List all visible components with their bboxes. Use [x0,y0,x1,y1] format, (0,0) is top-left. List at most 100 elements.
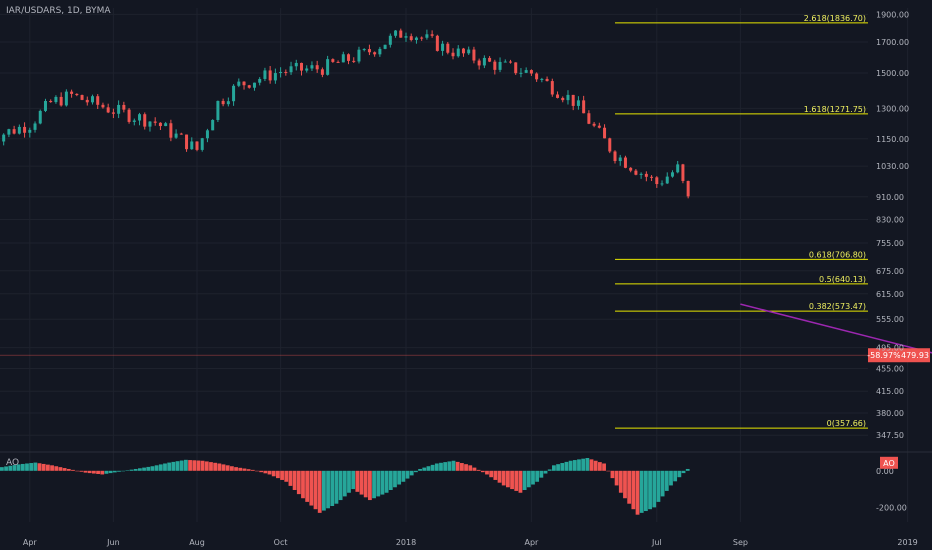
candle-body [519,72,523,74]
ao-bar [585,458,590,471]
candle-body [529,70,533,74]
candle-body [326,59,330,75]
ao-bar [673,470,678,482]
ao-bar [133,468,138,471]
time-tick-label: 2018 [396,538,416,547]
ao-tick-label: 0.00 [876,467,894,476]
ao-bar [271,470,276,477]
candle-body [482,57,486,66]
candle-body [373,52,377,55]
price-tick-label: 910.00 [876,193,904,202]
candle-body [2,134,6,142]
ao-bar [355,470,360,492]
time-tick-label: Jul [651,538,662,547]
ao-bar [547,469,552,471]
ao-bar [301,470,305,499]
ao-bar [334,470,339,504]
ao-bar [514,470,519,491]
ao-bar [347,470,351,493]
ao-bar [54,466,59,471]
price-tick-label: 755.00 [876,239,904,248]
candle-body [273,73,277,81]
candle-body [629,167,633,171]
ao-bar [104,470,109,474]
ao-bar [476,469,481,471]
ao-bar [75,470,80,472]
fib-label: 1.618(1271.75) [804,105,866,114]
ao-bar [263,470,268,474]
price-tick-label: 1300.00 [876,104,909,113]
candle-body [613,151,617,162]
candle-body [305,68,309,71]
ao-bar [163,463,167,471]
ao-bar [276,470,280,479]
candle-body [582,100,586,114]
ao-bar [405,470,410,479]
ao-bar [188,460,192,471]
ao-bar [489,470,494,478]
ao-bar [117,470,121,472]
candle-body [263,70,267,79]
price-tick-label: 1900.00 [876,10,909,19]
ao-bar [250,469,255,471]
candle-body [670,172,674,177]
candle-body [456,48,460,57]
ao-bar [602,463,606,471]
ao-bar [121,470,126,472]
candle-body [23,126,27,133]
ao-bar [610,470,615,479]
candle-body [33,123,37,130]
candle-body [420,37,424,39]
ao-bar [506,470,510,488]
price-candles [2,28,690,199]
candle-body [571,94,575,106]
ao-bar [535,470,540,482]
ao-bar [192,460,197,471]
candle-body [164,123,168,127]
ao-bar [309,470,314,506]
price-tick-label: 495.00 [876,344,904,353]
candle-body [268,70,272,81]
fib-label: 0.382(573.47) [809,302,866,311]
ao-bar [572,460,577,471]
ao-badge [880,456,898,469]
ao-bar [16,464,21,471]
ao-bar [179,460,184,471]
fib-label: 2.618(1836.70) [804,14,866,23]
candle-body [566,94,570,101]
candle-body [608,138,612,152]
candle-body [64,91,68,106]
ao-bar [242,468,247,471]
time-axis[interactable]: AprJunAugOct2018AprJulSep2019AprJulOct20… [23,538,932,547]
candle-body [17,126,21,134]
candle-body [650,176,654,178]
candle-body [195,141,199,150]
price-axis[interactable]: 1900.00 1700.00 1500.00 1300.00 1150.00 1030.… [876,10,909,440]
candle-body [106,107,110,113]
candle-body [91,96,94,103]
candle-body [127,109,131,122]
candle-body [216,100,220,120]
price-tick-label: 415.00 [876,387,904,396]
candle-body [378,48,382,55]
candle-body [158,122,162,127]
ao-axis[interactable]: 0.00 -200.00 AO [876,456,907,513]
candle-body [12,129,16,134]
candle-body [514,62,518,74]
ao-bar [96,470,100,474]
candle-body [169,123,173,138]
ao-bar [100,470,105,475]
ao-bar [292,470,297,490]
ao-bar [664,470,669,491]
ao-bar [184,459,188,471]
ao-bar [485,470,489,475]
ao-bar [598,462,602,471]
candle-body [503,61,507,63]
candle-body [59,96,63,106]
ao-indicator-title: AO [6,458,19,468]
candle-body [174,133,178,138]
ao-badge-label: AO [883,459,895,468]
candle-body [200,138,204,150]
